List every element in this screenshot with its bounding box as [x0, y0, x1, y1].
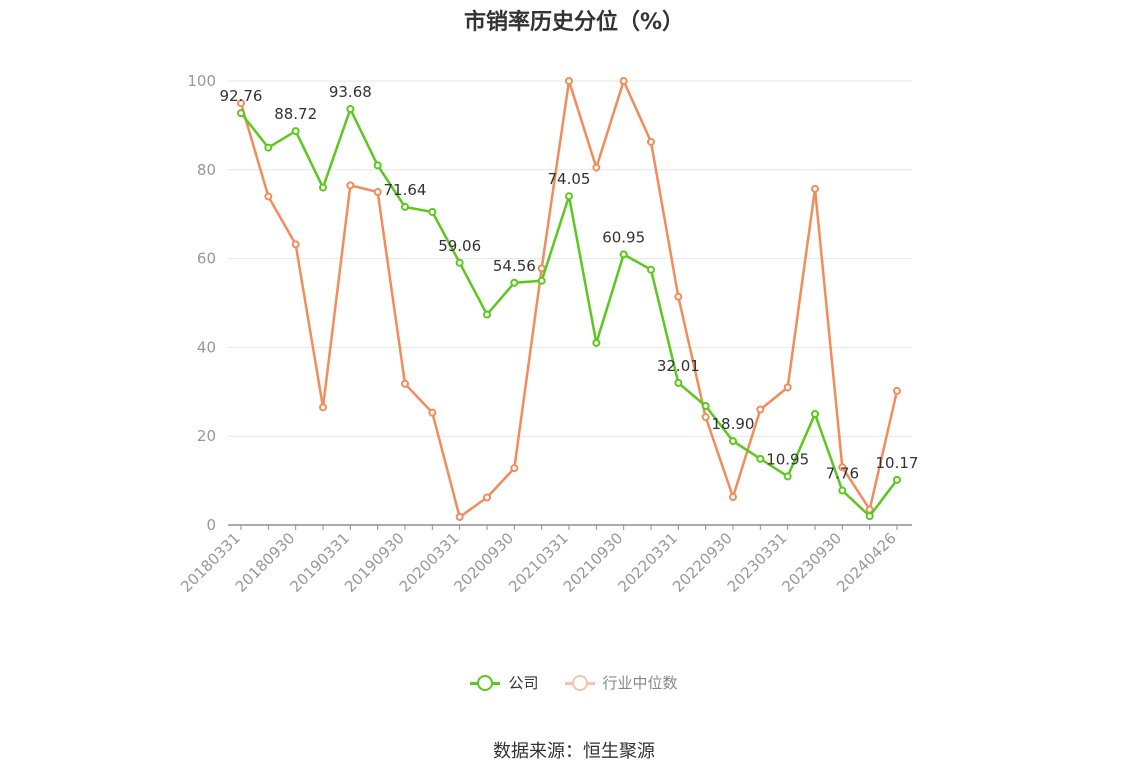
data-point-company: [428, 207, 437, 216]
data-point-industry-median: [373, 188, 382, 196]
data-point-company: [346, 105, 355, 114]
data-point-industry-median: [838, 463, 847, 472]
data-point-industry-median: [565, 77, 573, 85]
legend-label-industry-median: 行业中位数: [602, 674, 678, 692]
data-point-company: [811, 410, 819, 418]
data-point-industry-median: [756, 405, 765, 414]
data-point-industry-median: [647, 137, 655, 146]
legend-company-line-icon: [470, 674, 501, 691]
data-label: 18.90: [712, 415, 755, 433]
data-point-company: [619, 250, 628, 259]
data-point-industry-median: [237, 99, 245, 108]
data-point-company: [592, 338, 601, 347]
data-point-company: [483, 310, 491, 319]
data-point-industry-median: [510, 464, 519, 473]
data-label: 71.64: [384, 181, 427, 199]
data-point-company: [893, 475, 901, 484]
data-label: 10.17: [876, 454, 919, 472]
data-point-company: [701, 402, 710, 411]
series: [237, 77, 901, 522]
data-point-industry-median: [783, 383, 792, 392]
line-chart: 0204060801002018033120180930201903312019…: [177, 72, 919, 596]
data-label: 60.95: [602, 228, 645, 246]
data-point-industry-median: [674, 292, 683, 301]
data-point-company: [565, 192, 573, 201]
legend-item-industry-median[interactable]: 行业中位数: [564, 672, 678, 693]
data-label: 32.01: [657, 357, 700, 375]
data-point-company: [729, 437, 737, 446]
data-point-company: [237, 109, 245, 118]
data-point-company: [647, 265, 655, 274]
data-point-company: [510, 278, 519, 287]
data-point-industry-median: [592, 163, 601, 172]
data-point-industry-median: [811, 184, 819, 193]
data-point-company: [865, 512, 874, 521]
legend: 公司 行业中位数: [0, 672, 1148, 693]
data-label: 10.95: [766, 450, 809, 468]
axes: 0204060801002018033120180930201903312019…: [177, 72, 912, 596]
y-tick-label: 80: [197, 161, 216, 179]
data-point-company: [401, 202, 409, 211]
data-point-industry-median: [428, 408, 437, 417]
data-labels: 92.76 88.72 93.68 71.64 59.06 54.56 74.05 60.95…: [220, 83, 919, 482]
data-point-industry-median: [619, 77, 628, 85]
data-point-industry-median: [401, 379, 409, 388]
data-label: 92.76: [220, 87, 263, 105]
data-point-industry-median: [455, 513, 464, 522]
data-label: 54.56: [493, 257, 536, 275]
legend-label-company: 公司: [508, 674, 539, 692]
data-point-industry-median: [264, 192, 273, 201]
data-point-company: [319, 183, 327, 192]
y-tick-label: 60: [197, 250, 216, 268]
data-point-industry-median: [729, 493, 737, 502]
data-point-company: [783, 472, 792, 481]
data-point-company: [838, 486, 847, 495]
data-point-industry-median: [483, 493, 491, 502]
y-tick-label: 100: [187, 72, 216, 90]
data-label: 74.05: [548, 170, 591, 188]
data-point-industry-median: [346, 181, 355, 190]
legend-item-company[interactable]: 公司: [470, 672, 539, 693]
data-point-industry-median: [291, 240, 300, 249]
chart-title: 市销率历史分位（%）: [463, 10, 685, 35]
data-label: 7.76: [826, 465, 859, 483]
data-point-company: [537, 276, 546, 285]
data-point-company: [264, 143, 273, 152]
y-tick-label: 40: [197, 338, 216, 356]
data-label: 88.72: [274, 105, 317, 123]
data-point-company: [674, 378, 683, 387]
y-tick-label: 0: [206, 516, 216, 534]
source-note: 数据来源：恒生聚源: [493, 741, 655, 762]
gridlines: [228, 80, 912, 437]
data-point-company: [455, 258, 464, 267]
data-label: 93.68: [329, 83, 372, 101]
data-point-company: [756, 454, 765, 463]
data-point-industry-median: [701, 413, 710, 422]
data-point-company: [373, 161, 382, 170]
data-point-industry-median: [893, 386, 901, 395]
data-label: 59.06: [438, 237, 481, 255]
legend-industry-line-icon: [564, 674, 595, 691]
data-point-industry-median: [319, 403, 327, 412]
y-tick-label: 20: [197, 427, 216, 445]
x-tick-label: 20240426: [833, 529, 900, 596]
data-point-company: [291, 127, 300, 136]
